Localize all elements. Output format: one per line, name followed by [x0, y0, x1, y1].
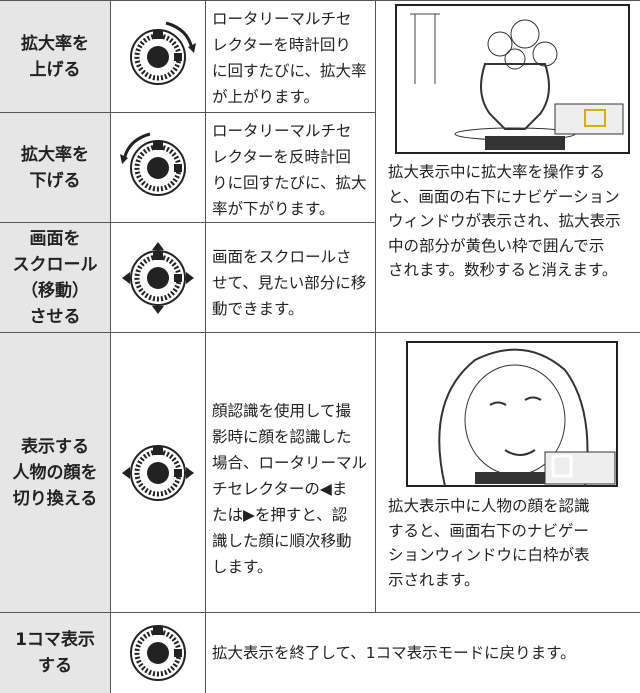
flower-illustration: [395, 4, 630, 154]
text-line: する: [38, 656, 72, 676]
action-label: 画面をスクロール （移動） させる: [0, 223, 110, 332]
rule: [0, 332, 640, 333]
text-line: 拡大率を: [21, 33, 89, 54]
rule: [0, 612, 640, 613]
rule: [0, 222, 375, 223]
text-line: レクターを反時計回: [212, 148, 351, 166]
text-line: レクターを時計回り: [212, 36, 351, 54]
rule: [375, 0, 376, 612]
text-line: 動できます。: [212, 300, 304, 318]
rule: [205, 0, 206, 693]
text-line: 切り換える: [12, 488, 98, 509]
text-line: すると、画面右下のナビゲー: [388, 521, 589, 540]
text-line: に回すたびに、拡大率: [212, 62, 367, 80]
text-line: 画面を: [29, 228, 81, 249]
dial-icon: [122, 444, 194, 501]
text-line: 率が下がります。: [212, 200, 335, 218]
text-line: させる: [29, 306, 81, 327]
text-line: 画面をスクロールさ: [212, 248, 352, 266]
text-line: されます。数秒すると消えます。: [388, 261, 618, 279]
text-line: が上がります。: [212, 88, 319, 106]
text-line: 識した顔に順次移動: [212, 532, 352, 550]
description: ロータリーマルチセ レクターを反時計回 りに回すたびに、拡大 率が下がります。: [212, 118, 367, 222]
text-line: 拡大表示中に人物の顔を認識: [388, 497, 590, 515]
text-line: たは▶を押すと、認: [212, 506, 348, 524]
text-line: 中の部分が黄色い枠で囲んで示: [388, 236, 605, 255]
dial-icon: [130, 21, 196, 85]
description: 画面をスクロールさ せて、見たい部分に移 動できます。: [212, 244, 366, 322]
action-label: 拡大率を 上げる: [0, 1, 110, 112]
face-illustration: [406, 341, 618, 487]
action-label: 拡大率を 下げる: [0, 113, 110, 222]
text-line: りに回すたびに、拡大: [212, 174, 367, 192]
description: 拡大表示を終了して、1コマ表示モードに戻ります。: [212, 640, 576, 666]
description: 顔認識を使用して撮 影時に顔を認識した 場合、ロータリーマル チセレクターの◀ま たは▶…: [212, 398, 367, 580]
text-line: ロータリーマルチセ: [212, 122, 352, 140]
action-label: 1コマ表示する: [0, 613, 110, 693]
text-line: 上げる: [29, 59, 81, 80]
caption: 拡大表示中に人物の顔を認識 すると、画面右下のナビゲー ションウィンドウに白枠が表示…: [388, 494, 590, 592]
action-label: 表示する人物の顔を切り換える: [0, 333, 110, 612]
text-line: 1コマ表示: [15, 630, 95, 650]
description: ロータリーマルチセ レクターを時計回り に回すたびに、拡大率 が上がります。: [212, 6, 367, 110]
text-line: と、画面の右下にナビゲーション: [388, 187, 620, 206]
text-line: 顔認識を使用して撮: [212, 402, 352, 420]
dial-icon: [122, 241, 194, 314]
text-line: ションウィンドウに白枠が表: [388, 546, 590, 564]
text-line: 拡大表示を終了して、1コマ表示モードに戻ります。: [212, 644, 576, 662]
text-line: ウィンドウが表示され、拡大表示: [388, 212, 621, 230]
text-line: 影時に顔を認識した: [212, 428, 352, 446]
text-line: チセレクターの◀ま: [212, 480, 348, 498]
text-line: 場合、ロータリーマル: [212, 454, 368, 472]
text-line: 拡大表示中に拡大率を操作する: [388, 163, 606, 181]
text-line: 拡大率を: [21, 144, 89, 165]
rule: [0, 0, 640, 1]
dial-icon: [120, 132, 186, 196]
dial-icon: [130, 625, 186, 681]
rule: [110, 0, 111, 693]
text-line: せて、見たい部分に移: [212, 274, 367, 292]
text-line: します。: [212, 558, 273, 576]
caption: 拡大表示中に拡大率を操作する と、画面の右下にナビゲーション ウィンドウが表示され、…: [388, 160, 621, 283]
text-line: 下げる: [29, 170, 81, 191]
rule: [0, 112, 375, 113]
text-line: ロータリーマルチセ: [212, 10, 352, 28]
text-line: （移動）: [21, 280, 89, 301]
text-line: 表示する: [21, 436, 89, 457]
text-line: 示されます。: [388, 570, 480, 589]
text-line: 人物の顔を: [12, 462, 98, 483]
text-line: スクロール: [12, 254, 98, 275]
